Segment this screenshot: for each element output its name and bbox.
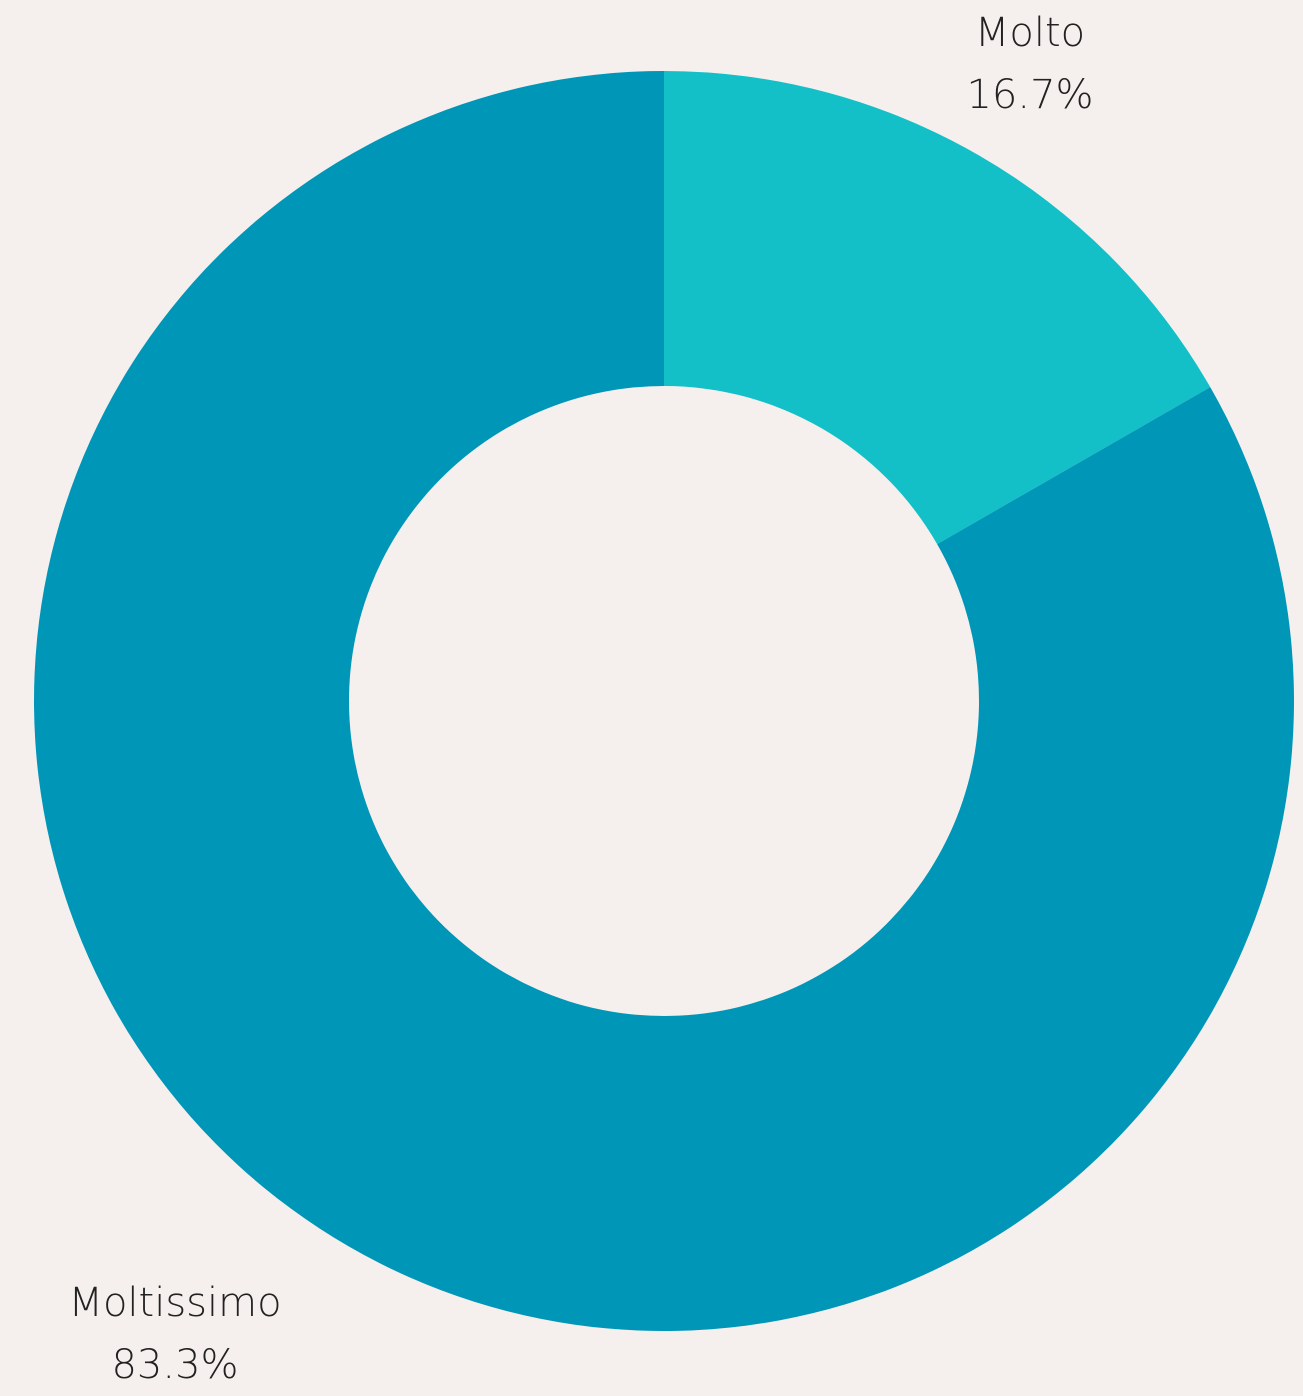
slice-label: Molto [975, 10, 1085, 56]
slice-value-label: 83.3% [111, 1342, 238, 1388]
slice-label: Moltissimo [68, 1280, 281, 1326]
slice [34, 71, 1295, 1331]
slice-value-label: 16.7% [966, 72, 1093, 118]
slice [664, 71, 1211, 545]
